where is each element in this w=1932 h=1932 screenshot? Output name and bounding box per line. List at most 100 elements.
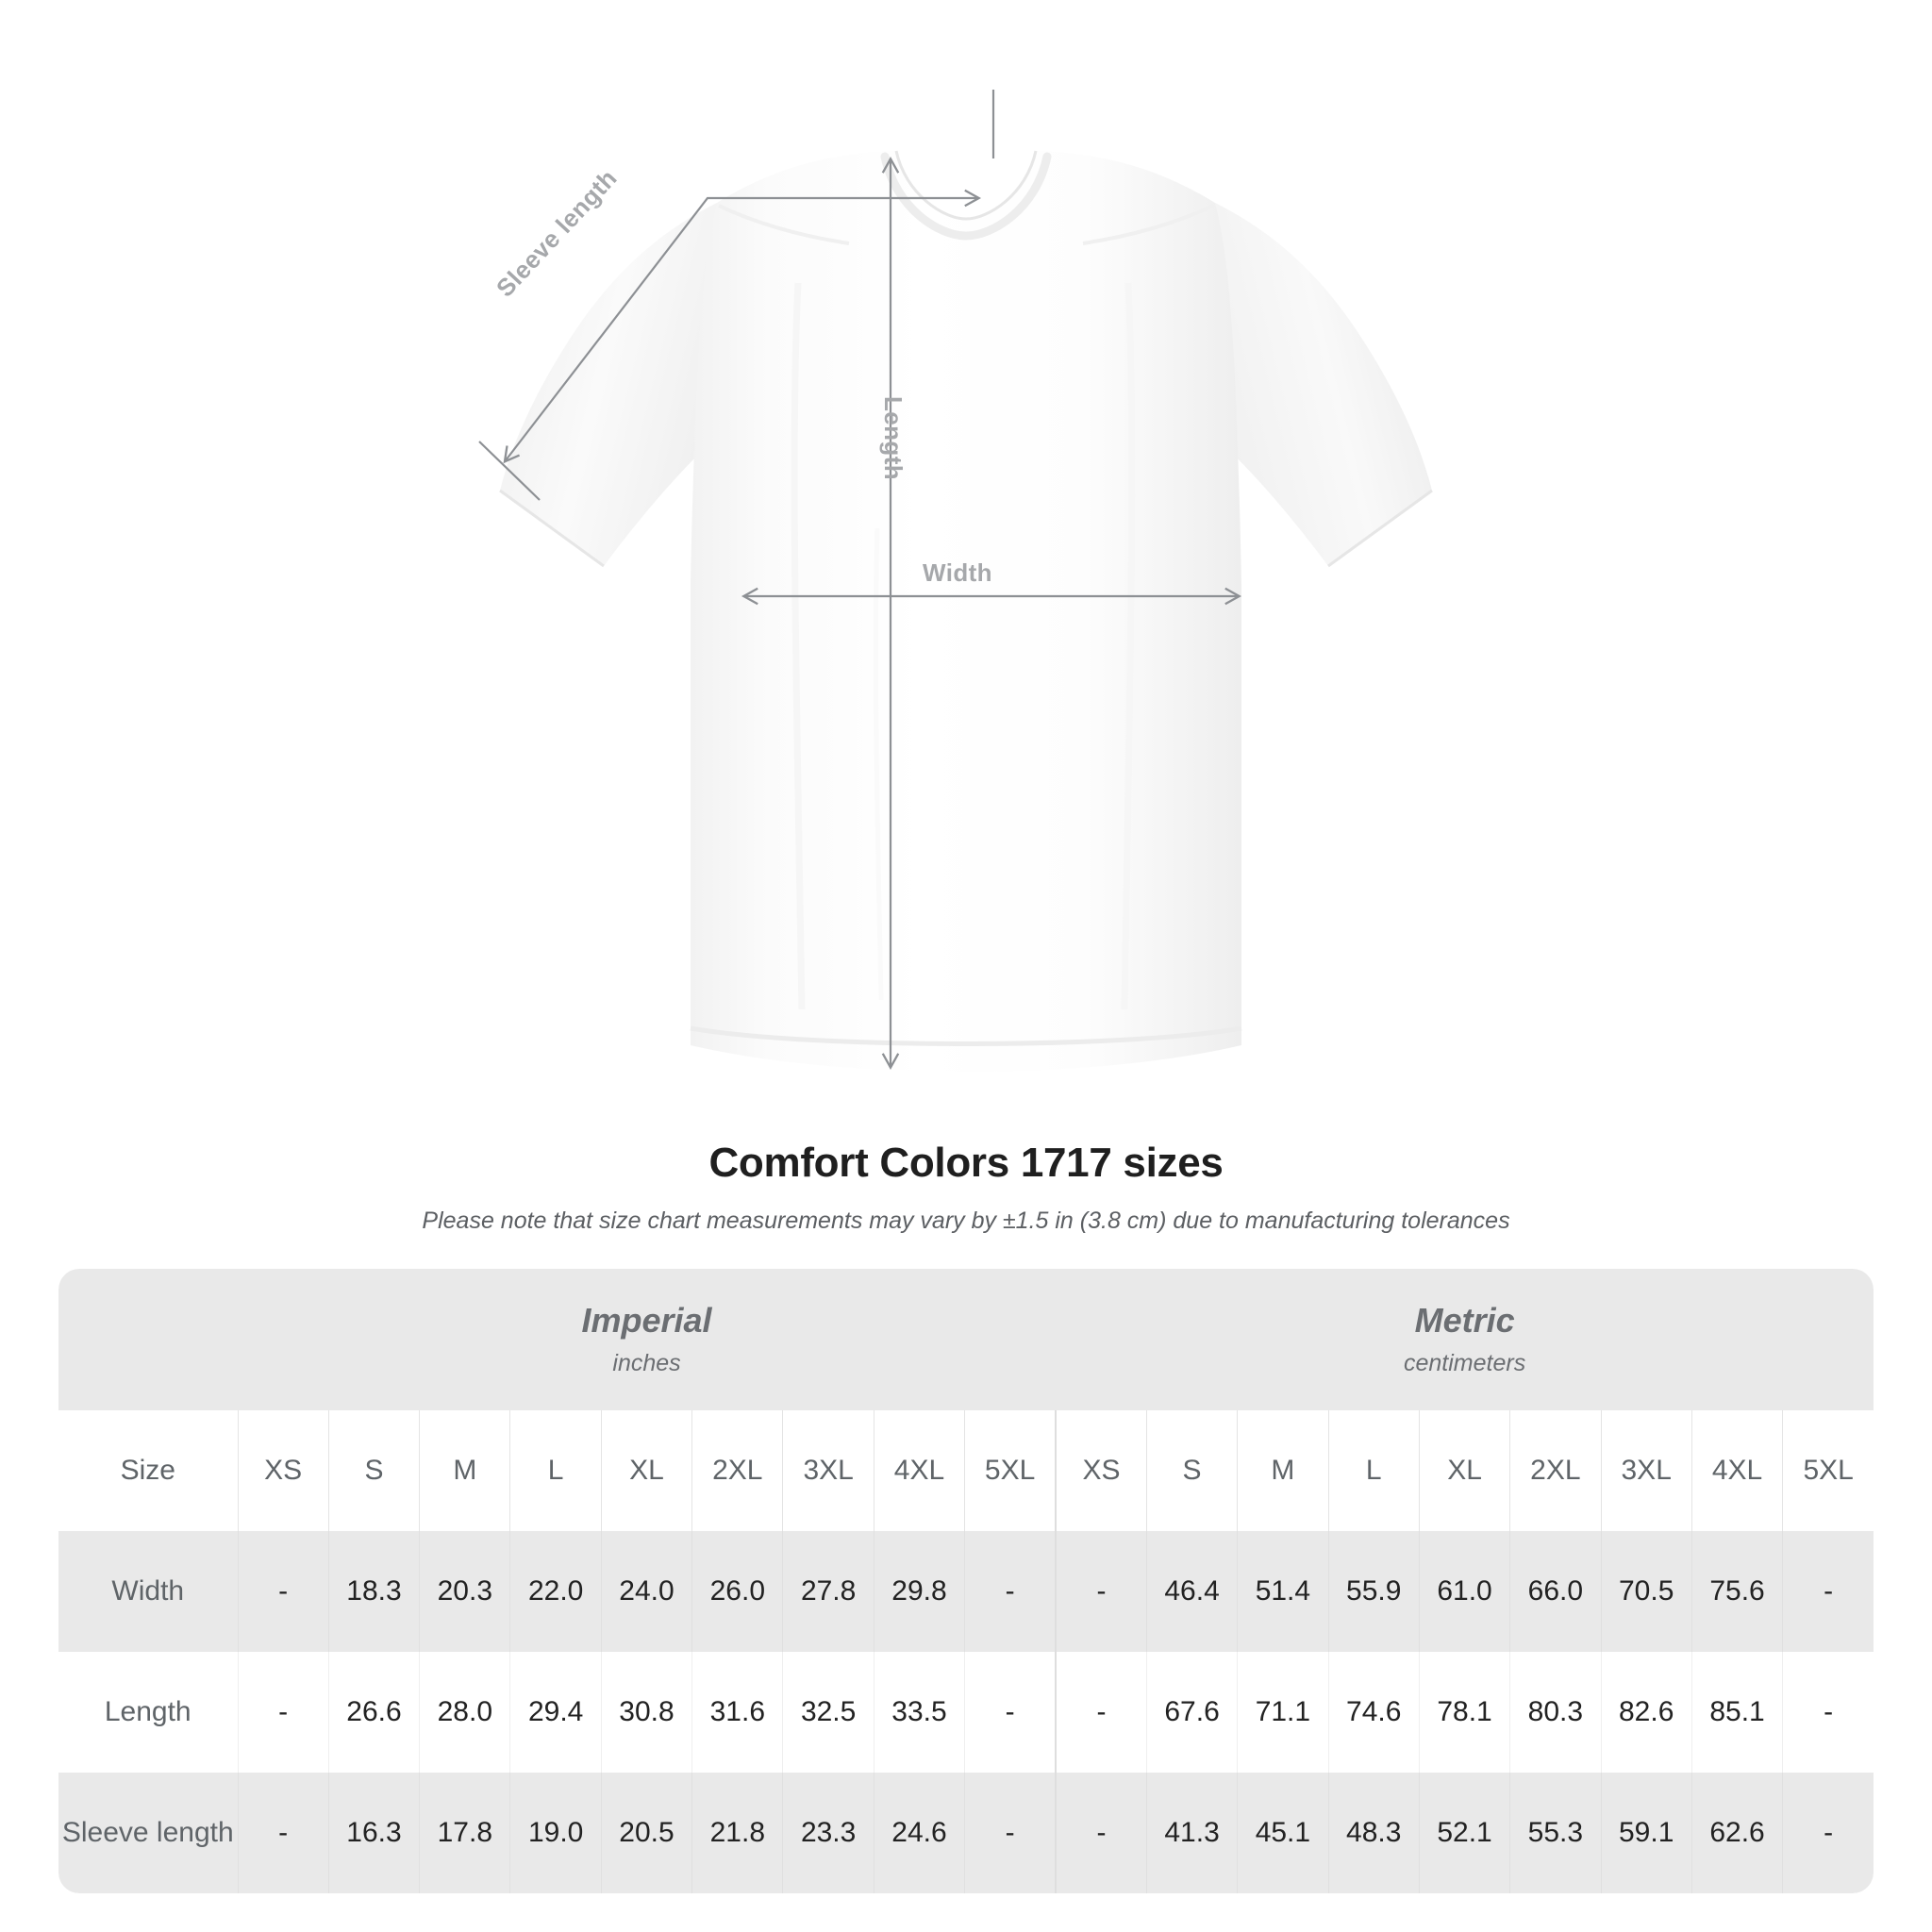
cell-length-imperial-m: 28.0 (419, 1652, 510, 1773)
size-header-metric-m: M (1237, 1410, 1329, 1531)
unit-header-row: Imperial inches Metric centimeters (58, 1269, 1874, 1410)
cell-sleeve-length-metric-4xl: 62.6 (1690, 1773, 1783, 1893)
size-header-metric-s: S (1145, 1410, 1238, 1531)
cell-length-metric-xs: - (1055, 1652, 1147, 1773)
cell-width-metric-5xl: - (1782, 1531, 1874, 1652)
cell-width-imperial-m: 20.3 (419, 1531, 510, 1652)
size-header-imperial-s: S (327, 1410, 420, 1531)
cell-sleeve-length-metric-2xl: 55.3 (1509, 1773, 1602, 1893)
cell-width-metric-l: 55.9 (1327, 1531, 1420, 1652)
cell-width-imperial-5xl: - (964, 1531, 1057, 1652)
cell-sleeve-length-metric-l: 48.3 (1327, 1773, 1420, 1893)
row-label-width: Width (58, 1531, 238, 1652)
sleeve-length-arrow (503, 189, 982, 464)
cell-width-imperial-3xl: 27.8 (782, 1531, 874, 1652)
cell-width-metric-xl: 61.0 (1418, 1531, 1510, 1652)
size-header-metric-4xl: 4XL (1690, 1410, 1783, 1531)
cell-length-imperial-s: 26.6 (327, 1652, 420, 1773)
cell-sleeve-length-imperial-s: 16.3 (327, 1773, 420, 1893)
tshirt-shape (499, 150, 1433, 1072)
cell-length-imperial-4xl: 33.5 (873, 1652, 965, 1773)
tshirt-diagram: Sleeve length Length Width (478, 90, 1433, 1072)
cell-sleeve-length-metric-xl: 52.1 (1418, 1773, 1510, 1893)
cell-width-imperial-s: 18.3 (327, 1531, 420, 1652)
table-row: Length -26.6 28.0 29.4 30.8 31.6 32.5 33.5- -67.… (58, 1652, 1874, 1773)
size-header-imperial-3xl: 3XL (782, 1410, 874, 1531)
cell-length-imperial-3xl: 32.5 (782, 1652, 874, 1773)
cell-sleeve-length-imperial-3xl: 23.3 (782, 1773, 874, 1893)
size-header-imperial-2xl: 2XL (691, 1410, 783, 1531)
cell-length-metric-m: 71.1 (1237, 1652, 1329, 1773)
page-title: Comfort Colors 1717 sizes (708, 1140, 1224, 1186)
cell-length-metric-5xl: - (1782, 1652, 1874, 1773)
cell-width-imperial-4xl: 29.8 (873, 1531, 965, 1652)
cell-sleeve-length-metric-s: 41.3 (1145, 1773, 1238, 1893)
table-row: Width -18.3 20.3 22.0 24.0 26.0 27.8 29.8- -46.4… (58, 1531, 1874, 1652)
size-header-imperial-5xl: 5XL (964, 1410, 1057, 1531)
unit-group-name: Metric (1414, 1300, 1515, 1340)
cell-sleeve-length-imperial-xl: 20.5 (600, 1773, 692, 1893)
size-chart-table-wrapper: Imperial inches Metric centimeters Size XS S M L… (58, 1269, 1874, 1893)
title-block: Comfort Colors 1717 sizes Please note th… (0, 1140, 1932, 1235)
cell-length-metric-s: 67.6 (1145, 1652, 1238, 1773)
cell-sleeve-length-metric-m: 45.1 (1237, 1773, 1329, 1893)
cell-length-imperial-l: 29.4 (509, 1652, 602, 1773)
size-header-imperial-4xl: 4XL (873, 1410, 965, 1531)
table-row: Sleeve length -16.3 17.8 19.0 20.5 21.8 23.3 24… (58, 1773, 1874, 1893)
cell-width-imperial-xs: - (237, 1531, 329, 1652)
unit-group-subtitle: centimeters (1403, 1350, 1526, 1377)
cell-sleeve-length-imperial-m: 17.8 (419, 1773, 510, 1893)
cell-length-metric-2xl: 80.3 (1509, 1652, 1602, 1773)
cell-length-metric-3xl: 82.6 (1600, 1652, 1692, 1773)
cell-sleeve-length-imperial-4xl: 24.6 (873, 1773, 965, 1893)
cell-length-metric-xl: 78.1 (1418, 1652, 1510, 1773)
cell-sleeve-length-metric-3xl: 59.1 (1600, 1773, 1692, 1893)
cell-sleeve-length-metric-5xl: - (1782, 1773, 1874, 1893)
cell-width-imperial-2xl: 26.0 (691, 1531, 783, 1652)
cell-length-imperial-5xl: - (964, 1652, 1057, 1773)
size-header-imperial-l: L (509, 1410, 602, 1531)
cell-length-metric-4xl: 85.1 (1690, 1652, 1783, 1773)
cell-width-imperial-xl: 24.0 (600, 1531, 692, 1652)
size-header-row: Size XS S M L XL 2XL 3XL 4XL 5XL XS S M L XL 2XL 3XL 4XL 5… (58, 1410, 1874, 1531)
size-header-metric-xl: XL (1418, 1410, 1510, 1531)
size-header-imperial-xs: XS (237, 1410, 329, 1531)
cell-width-metric-2xl: 66.0 (1509, 1531, 1602, 1652)
cell-width-metric-m: 51.4 (1237, 1531, 1329, 1652)
cell-sleeve-length-imperial-2xl: 21.8 (691, 1773, 783, 1893)
size-header-metric-5xl: 5XL (1782, 1410, 1874, 1531)
unit-group-subtitle: inches (612, 1350, 681, 1377)
row-label-length: Length (58, 1652, 238, 1773)
unit-group-metric: Metric centimeters (1056, 1269, 1874, 1410)
cell-length-imperial-xl: 30.8 (600, 1652, 692, 1773)
unit-group-imperial: Imperial inches (238, 1269, 1057, 1410)
size-header-metric-3xl: 3XL (1600, 1410, 1692, 1531)
cell-sleeve-length-metric-xs: - (1055, 1773, 1147, 1893)
cell-width-metric-3xl: 70.5 (1600, 1531, 1692, 1652)
size-chart-table: Imperial inches Metric centimeters Size XS S M L… (58, 1269, 1874, 1893)
tolerance-note: Please note that size chart measurements… (422, 1208, 1510, 1234)
measurement-lines (478, 90, 1242, 1071)
cell-length-metric-l: 74.6 (1327, 1652, 1420, 1773)
cell-width-imperial-l: 22.0 (509, 1531, 602, 1652)
cell-length-imperial-xs: - (237, 1652, 329, 1773)
sleeve-tick-bottom (478, 441, 541, 501)
unit-row-spacer (58, 1269, 238, 1410)
cell-width-metric-xs: - (1055, 1531, 1147, 1652)
width-label: Width (923, 558, 992, 587)
length-label: Length (879, 396, 908, 481)
size-column-header: Size (58, 1410, 238, 1531)
tshirt-illustration-svg (478, 90, 1433, 1072)
size-header-metric-2xl: 2XL (1509, 1410, 1602, 1531)
size-header-imperial-xl: XL (600, 1410, 692, 1531)
cell-width-metric-s: 46.4 (1145, 1531, 1238, 1652)
cell-sleeve-length-imperial-5xl: - (964, 1773, 1057, 1893)
cell-sleeve-length-imperial-l: 19.0 (509, 1773, 602, 1893)
unit-group-name: Imperial (581, 1300, 712, 1340)
row-label-sleeve-length: Sleeve length (58, 1773, 238, 1893)
size-header-metric-xs: XS (1055, 1410, 1147, 1531)
size-header-imperial-m: M (419, 1410, 510, 1531)
cell-length-imperial-2xl: 31.6 (691, 1652, 783, 1773)
size-header-metric-l: L (1327, 1410, 1420, 1531)
cell-sleeve-length-imperial-xs: - (237, 1773, 329, 1893)
